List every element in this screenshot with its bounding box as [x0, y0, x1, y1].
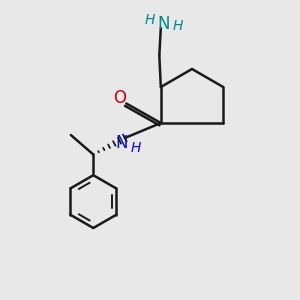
Text: O: O [113, 89, 126, 107]
Text: N: N [158, 15, 170, 33]
Text: H: H [172, 20, 182, 33]
Text: N: N [115, 134, 128, 152]
Text: H: H [144, 13, 154, 26]
Text: H: H [131, 141, 141, 154]
